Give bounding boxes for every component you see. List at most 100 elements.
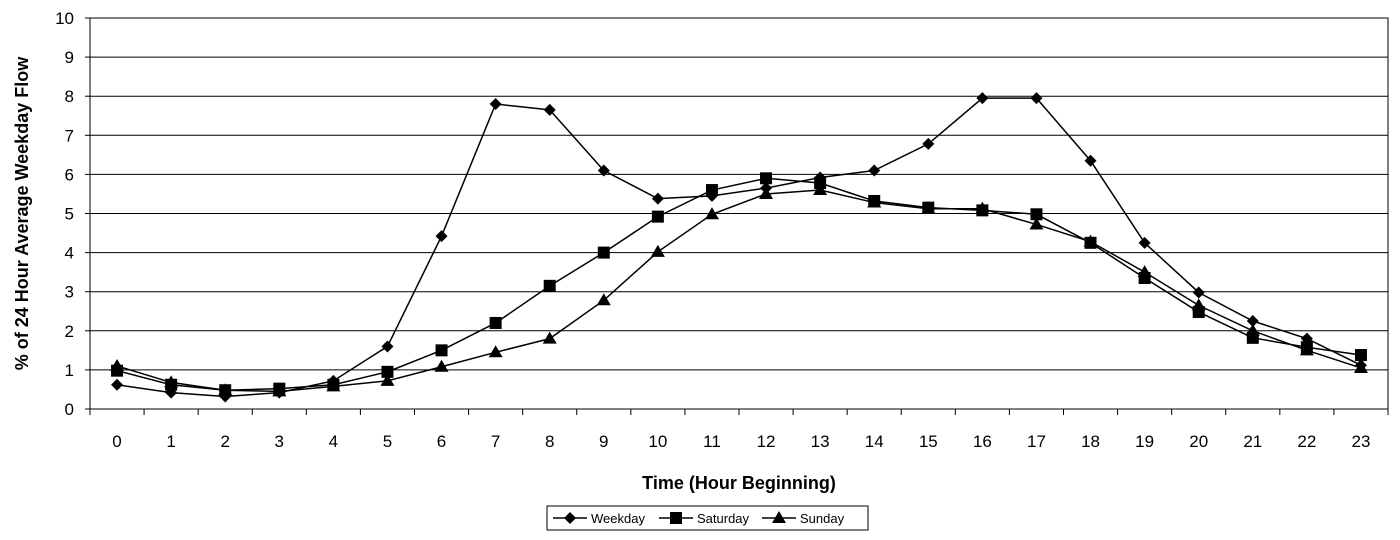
x-tick-label: 3 (275, 432, 284, 451)
x-tick-label: 17 (1027, 432, 1046, 451)
y-tick-label: 1 (65, 361, 74, 380)
x-tick-label: 16 (973, 432, 992, 451)
legend-item-weekday: Weekday (553, 511, 645, 526)
data-point-sunday (596, 293, 611, 306)
data-point-weekday (651, 192, 664, 205)
data-point-saturday (705, 184, 718, 197)
data-point-weekday (111, 378, 124, 391)
x-tick-label: 9 (599, 432, 608, 451)
series-line-sunday (116, 189, 1362, 393)
x-tick-label: 8 (545, 432, 554, 451)
y-tick-label: 6 (65, 165, 74, 184)
data-point-sunday (759, 186, 774, 199)
series-line-saturday (116, 177, 1362, 391)
x-tick-label: 5 (383, 432, 392, 451)
data-point-weekday (1138, 236, 1151, 249)
data-point-weekday (976, 92, 989, 105)
data-point-sunday (1245, 323, 1260, 336)
legend-label: Sunday (800, 511, 845, 526)
x-tick-label: 23 (1351, 432, 1370, 451)
x-tick-label: 1 (166, 432, 175, 451)
data-point-sunday (1191, 298, 1206, 311)
data-point-sunday (272, 384, 287, 397)
legend-marker-saturday (670, 512, 682, 524)
y-tick-label: 8 (65, 87, 74, 106)
data-point-saturday (814, 177, 827, 190)
data-point-sunday (164, 375, 179, 388)
data-point-sunday (867, 195, 882, 208)
x-tick-label: 18 (1081, 432, 1100, 451)
series-sunday (110, 183, 1368, 397)
x-tick-label: 19 (1135, 432, 1154, 451)
legend-label: Saturday (697, 511, 750, 526)
data-point-sunday (218, 383, 233, 396)
y-tick-label: 2 (65, 322, 74, 341)
x-tick-label: 6 (437, 432, 446, 451)
x-axis: 0 1 2 3 4 5 6 7 8 9 10 11 12 13 14 15 16 17 18 19 20 21 22 23 (89, 409, 1389, 451)
legend-label: Weekday (591, 511, 645, 526)
x-tick-label: 0 (112, 432, 121, 451)
data-point-sunday (650, 244, 665, 257)
data-point-weekday (1084, 154, 1097, 167)
y-axis-title: % of 24 Hour Average Weekday Flow (12, 56, 32, 370)
x-tick-label: 2 (220, 432, 229, 451)
data-point-sunday (1137, 265, 1152, 278)
x-tick-label: 7 (491, 432, 500, 451)
x-tick-label: 22 (1297, 432, 1316, 451)
data-point-saturday (1030, 208, 1043, 221)
x-tick-label: 12 (757, 432, 776, 451)
y-tick-label: 9 (65, 48, 74, 67)
y-tick-label: 3 (65, 283, 74, 302)
data-point-saturday (597, 246, 610, 259)
data-point-saturday (651, 210, 664, 223)
data-point-weekday (1246, 315, 1259, 328)
series-group (110, 92, 1368, 403)
data-point-sunday (704, 207, 719, 220)
data-point-weekday (489, 98, 502, 111)
data-point-sunday (975, 201, 990, 214)
y-tick-label: 0 (65, 400, 74, 419)
series-saturday (111, 172, 1367, 397)
data-point-sunday (434, 359, 449, 372)
data-point-saturday (760, 172, 773, 185)
legend-item-sunday: Sunday (762, 511, 845, 526)
data-point-weekday (922, 137, 935, 150)
legend-box (546, 505, 869, 531)
plot-area (89, 17, 1389, 410)
x-tick-label: 15 (919, 432, 938, 451)
y-tick-label: 7 (65, 126, 74, 145)
data-point-sunday (542, 331, 557, 344)
x-tick-label: 20 (1189, 432, 1208, 451)
data-point-sunday (1083, 234, 1098, 247)
data-point-sunday (326, 379, 341, 392)
data-point-sunday (921, 201, 936, 214)
x-tick-label: 21 (1243, 432, 1262, 451)
y-tick-label: 4 (65, 244, 74, 263)
data-point-weekday (1030, 92, 1043, 105)
y-axis: 0 1 2 3 4 5 6 7 8 9 10 (55, 9, 90, 419)
data-point-sunday (1299, 343, 1314, 356)
data-point-sunday (110, 358, 125, 371)
data-point-sunday (1353, 360, 1368, 373)
data-point-weekday (381, 340, 394, 353)
x-tick-label: 10 (648, 432, 667, 451)
data-point-saturday (1354, 349, 1367, 362)
legend-marker-weekday (564, 512, 576, 524)
x-tick-label: 13 (811, 432, 830, 451)
data-point-saturday (543, 279, 556, 292)
data-point-weekday (1192, 286, 1205, 299)
data-point-sunday (488, 345, 503, 358)
legend-item-saturday: Saturday (659, 511, 750, 526)
data-point-saturday (489, 316, 502, 329)
data-point-sunday (380, 373, 395, 386)
legend-marker-sunday (772, 511, 786, 523)
legend: Weekday Saturday Sunday (546, 505, 869, 531)
data-point-sunday (813, 183, 828, 196)
x-tick-label: 14 (865, 432, 884, 451)
data-point-weekday (597, 164, 610, 177)
y-tick-label: 10 (55, 9, 74, 28)
data-point-saturday (381, 365, 394, 378)
series-weekday (111, 92, 1367, 403)
x-axis-title: Time (Hour Beginning) (642, 473, 836, 493)
